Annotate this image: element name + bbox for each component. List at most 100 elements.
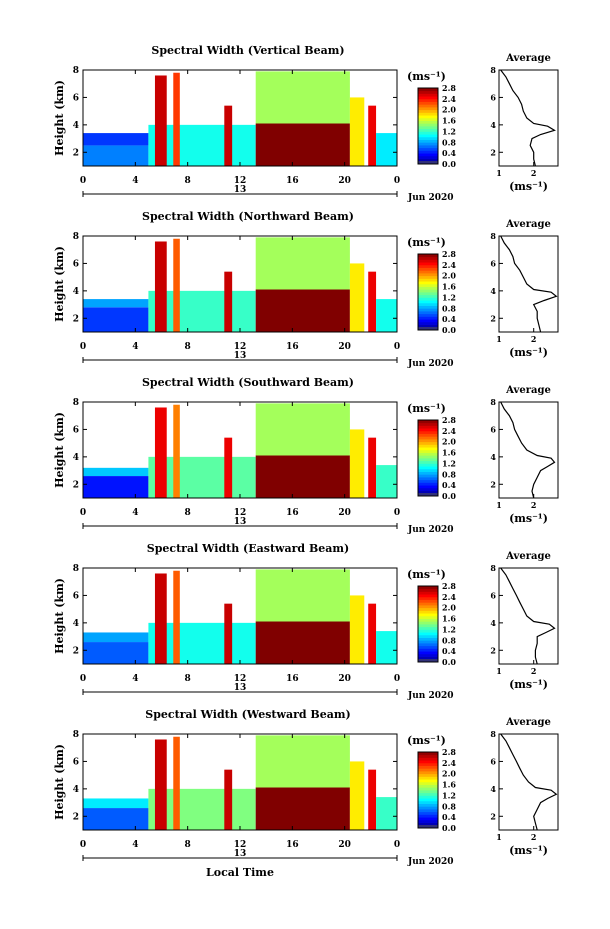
- colorbar-swatch: [418, 659, 438, 662]
- colorbar-swatch: [418, 653, 438, 657]
- heatmap-region: [83, 307, 149, 332]
- colorbar-swatch: [418, 656, 438, 660]
- colorbar-swatch: [418, 640, 438, 644]
- colorbar-tick-label: 0.4: [442, 148, 456, 158]
- colorbar-swatch: [418, 463, 438, 467]
- heatmap-region: [83, 299, 149, 308]
- colorbar-swatch: [418, 128, 438, 132]
- panel-5: Spectral Width (Westward Beam) 2 4 6 8 Height…: [53, 708, 559, 879]
- average-y-tick-label: 8: [490, 729, 496, 739]
- colorbar-swatch: [418, 316, 438, 320]
- average-x-tick-label: 1: [496, 666, 502, 676]
- heatmap-region: [349, 263, 365, 332]
- colorbar-swatch: [418, 305, 438, 309]
- colorbar-swatch: [418, 294, 438, 298]
- colorbar-swatch: [418, 126, 438, 130]
- colorbar-swatch: [418, 142, 438, 146]
- colorbar-swatch: [418, 297, 438, 301]
- colorbar-swatch: [418, 161, 438, 164]
- day-label: 13: [234, 517, 247, 527]
- colorbar-swatch: [418, 637, 438, 641]
- heatmap-region: [173, 736, 180, 830]
- heatmap-region: [173, 570, 180, 664]
- heatmap-region: [154, 407, 167, 498]
- average-frame: [498, 401, 559, 499]
- colorbar-swatch: [418, 319, 438, 323]
- colorbar-swatch: [418, 471, 438, 475]
- colorbar-swatch: [418, 651, 438, 655]
- y-tick-label: 2: [73, 480, 79, 490]
- colorbar-swatch: [418, 281, 438, 285]
- x-tick-label: 0: [80, 840, 86, 850]
- date-label: Jun 2020: [407, 193, 454, 203]
- heatmap: [83, 71, 397, 166]
- heatmap-region: [83, 808, 149, 830]
- colorbar-tick-label: 2.0: [442, 105, 456, 115]
- panel-4: Spectral Width (Eastward Beam) 2 4 6 8 Height…: [53, 542, 559, 701]
- colorbar-unit: (ms⁻¹): [407, 402, 446, 415]
- x-tick-label: 16: [286, 342, 299, 352]
- colorbar-swatch: [418, 147, 438, 151]
- y-tick-label: 6: [73, 757, 79, 767]
- colorbar-unit: (ms⁻¹): [407, 236, 446, 249]
- colorbar-swatch: [418, 90, 438, 94]
- x-tick-label: 0: [80, 674, 86, 684]
- date-label: Jun 2020: [407, 691, 454, 701]
- colorbar-swatch: [418, 104, 438, 108]
- colorbar-tick-label: 0.4: [442, 812, 456, 822]
- average-y-tick-label: 8: [490, 231, 496, 241]
- average-x-tick-label: 1: [496, 500, 502, 510]
- colorbar-tick-label: 0.0: [442, 159, 456, 169]
- colorbar-tick-label: 1.6: [442, 780, 456, 790]
- colorbar-swatch: [418, 136, 438, 140]
- heatmap-region: [368, 603, 377, 664]
- x-tick-label: 8: [185, 176, 191, 186]
- colorbar-swatch: [418, 439, 438, 443]
- colorbar-tick-label: 0.0: [442, 823, 456, 833]
- colorbar-swatch: [418, 765, 438, 769]
- colorbar-swatch: [418, 120, 438, 124]
- average-x-label: (ms⁻¹): [509, 844, 548, 857]
- average-profile-line: [500, 733, 558, 831]
- x-tick-label: 4: [132, 342, 138, 352]
- colorbar-tick-label: 0.4: [442, 646, 456, 656]
- heatmap-region: [255, 735, 350, 788]
- colorbar-swatch: [418, 131, 438, 135]
- colorbar-swatch: [418, 771, 438, 775]
- day-label: 13: [234, 185, 247, 195]
- colorbar-tick-label: 0.4: [442, 480, 456, 490]
- colorbar-swatch: [418, 273, 438, 277]
- y-tick-label: 2: [73, 314, 79, 324]
- heatmap-region: [255, 787, 350, 830]
- heatmap-region: [255, 569, 350, 622]
- average-profile-line: [500, 69, 556, 167]
- colorbar-swatch: [418, 819, 438, 823]
- average-y-tick-label: 4: [490, 120, 496, 130]
- colorbar-swatch: [418, 615, 438, 619]
- heatmap-region: [83, 476, 149, 498]
- heatmap-region: [154, 739, 167, 830]
- colorbar-tick-label: 0.8: [442, 137, 456, 147]
- colorbar-swatch: [418, 607, 438, 611]
- day-label: 13: [234, 849, 247, 859]
- heatmap-region: [349, 97, 365, 166]
- date-label: Jun 2020: [407, 857, 454, 867]
- colorbar-swatch: [418, 327, 438, 330]
- heatmap-region: [349, 761, 365, 830]
- heatmap-region: [154, 573, 167, 664]
- colorbar-swatch: [418, 286, 438, 290]
- heatmap-region: [255, 237, 350, 290]
- colorbar-swatch: [418, 422, 438, 426]
- average-title: Average: [505, 219, 551, 230]
- average-y-tick-label: 2: [490, 147, 496, 157]
- colorbar-tick-label: 2.4: [442, 592, 456, 602]
- y-tick-label: 8: [73, 730, 79, 740]
- colorbar-swatch: [418, 449, 438, 453]
- colorbar-swatch: [418, 321, 438, 325]
- x-tick-label: 20: [338, 508, 351, 518]
- x-tick-label: 12: [234, 674, 247, 684]
- colorbar-swatch: [418, 458, 438, 462]
- y-axis-label: Height (km): [53, 412, 66, 488]
- x-tick-label: 4: [132, 176, 138, 186]
- colorbar-swatch: [418, 645, 438, 649]
